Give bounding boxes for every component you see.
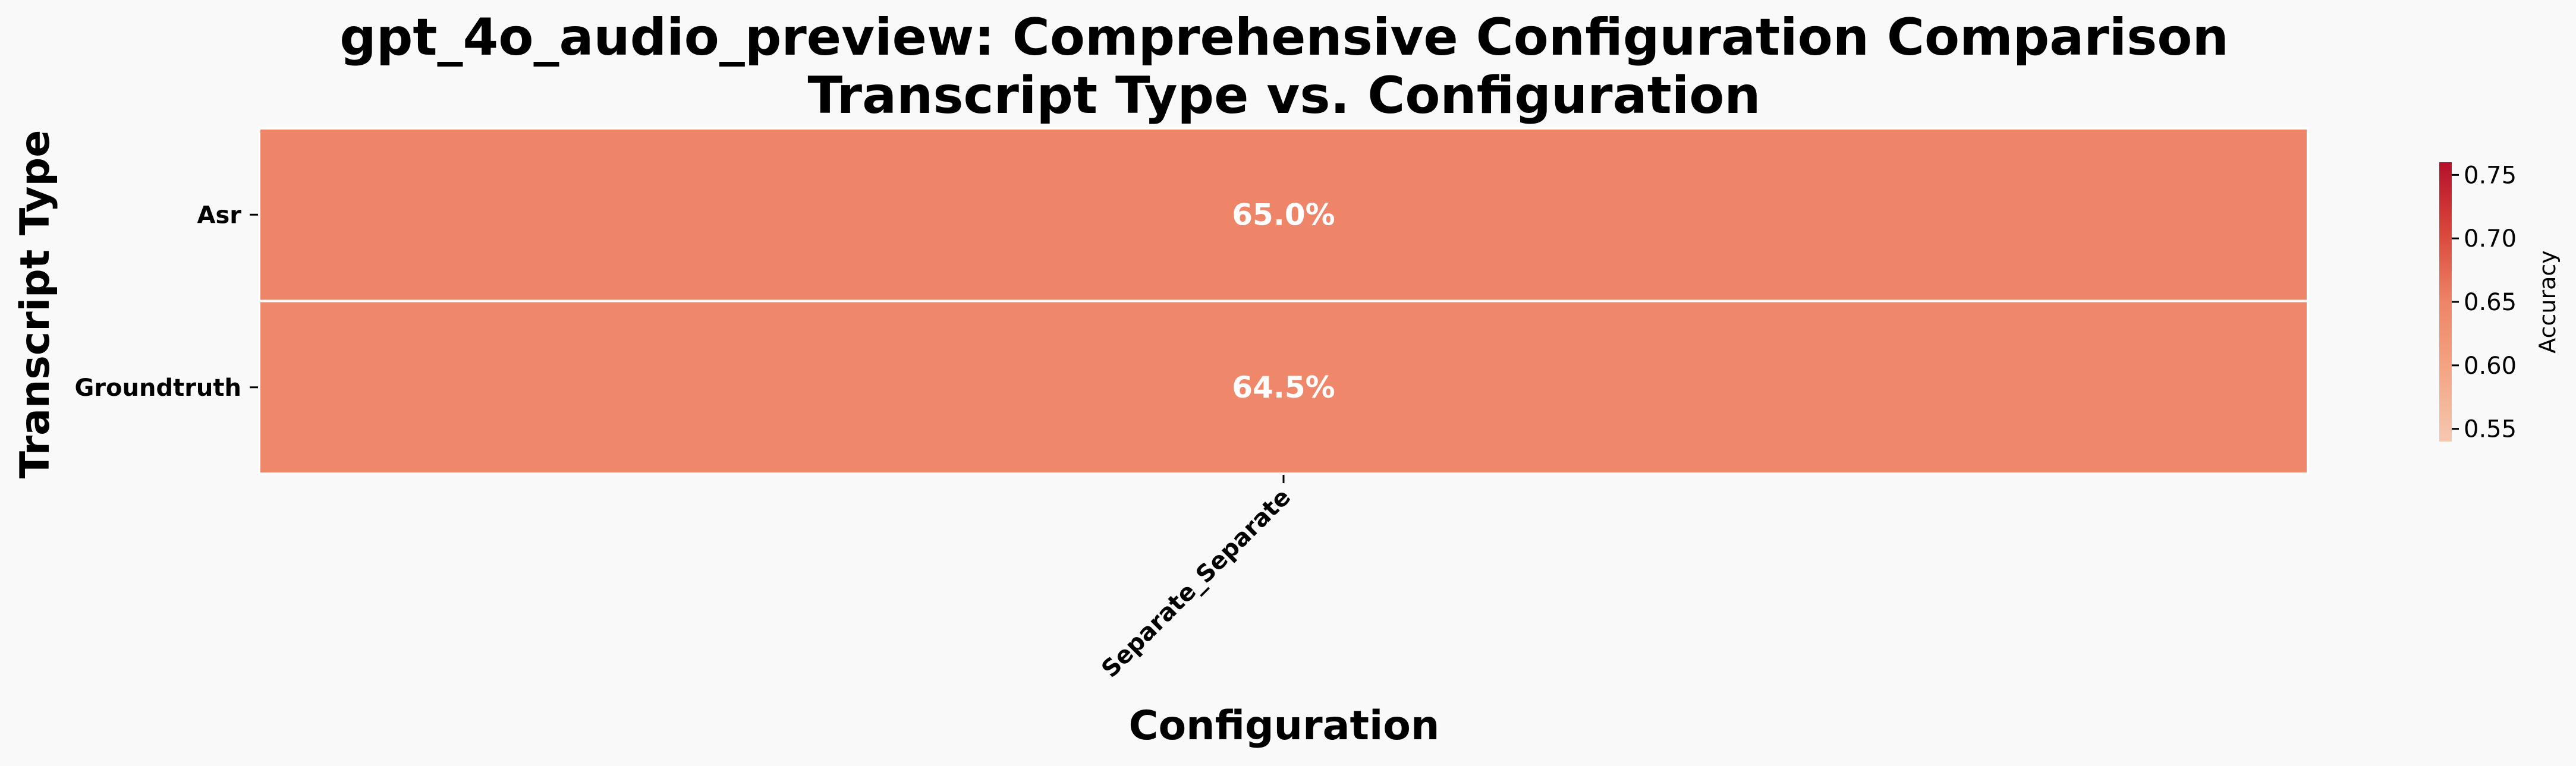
colorbar: Accuracy bbox=[2439, 162, 2561, 442]
colorbar-label: Accuracy bbox=[2534, 250, 2561, 354]
heatmap-cell bbox=[258, 300, 2309, 475]
y-tick-label: Groundtruth bbox=[74, 374, 241, 402]
cell-value-label: 64.5% bbox=[1232, 370, 1335, 405]
heatmap-cell bbox=[258, 127, 2309, 302]
chart-title: gpt_4o_audio_preview: Comprehensive Conf… bbox=[339, 8, 2228, 125]
x-axis-label: Configuration bbox=[1129, 702, 1440, 749]
colorbar-tick-label: 0.60 bbox=[2464, 352, 2517, 380]
y-tick-label: Asr bbox=[197, 201, 242, 229]
heatmap-cells bbox=[258, 127, 2309, 475]
heatmap-cell-labels: 65.0% 64.5% bbox=[1232, 197, 1335, 405]
colorbar-tick-label: 0.65 bbox=[2464, 289, 2517, 316]
y-axis-label: Transcript Type bbox=[12, 130, 59, 479]
colorbar-ticks: 0.55 0.60 0.65 0.70 0.75 bbox=[2452, 162, 2517, 443]
cell-value-label: 65.0% bbox=[1232, 197, 1335, 232]
chart-title-line-1: gpt_4o_audio_preview: Comprehensive Conf… bbox=[339, 8, 2228, 67]
colorbar-gradient bbox=[2439, 162, 2452, 442]
x-axis-ticks: Separate_Separate bbox=[1096, 475, 1296, 683]
chart-title-line-2: Transcript Type vs. Configuration bbox=[807, 66, 1760, 125]
y-axis-ticks: Asr Groundtruth bbox=[74, 201, 258, 402]
x-tick-label: Separate_Separate bbox=[1096, 484, 1296, 683]
colorbar-tick-label: 0.70 bbox=[2464, 225, 2517, 253]
colorbar-tick-label: 0.55 bbox=[2464, 416, 2517, 443]
colorbar-tick-label: 0.75 bbox=[2464, 162, 2517, 189]
